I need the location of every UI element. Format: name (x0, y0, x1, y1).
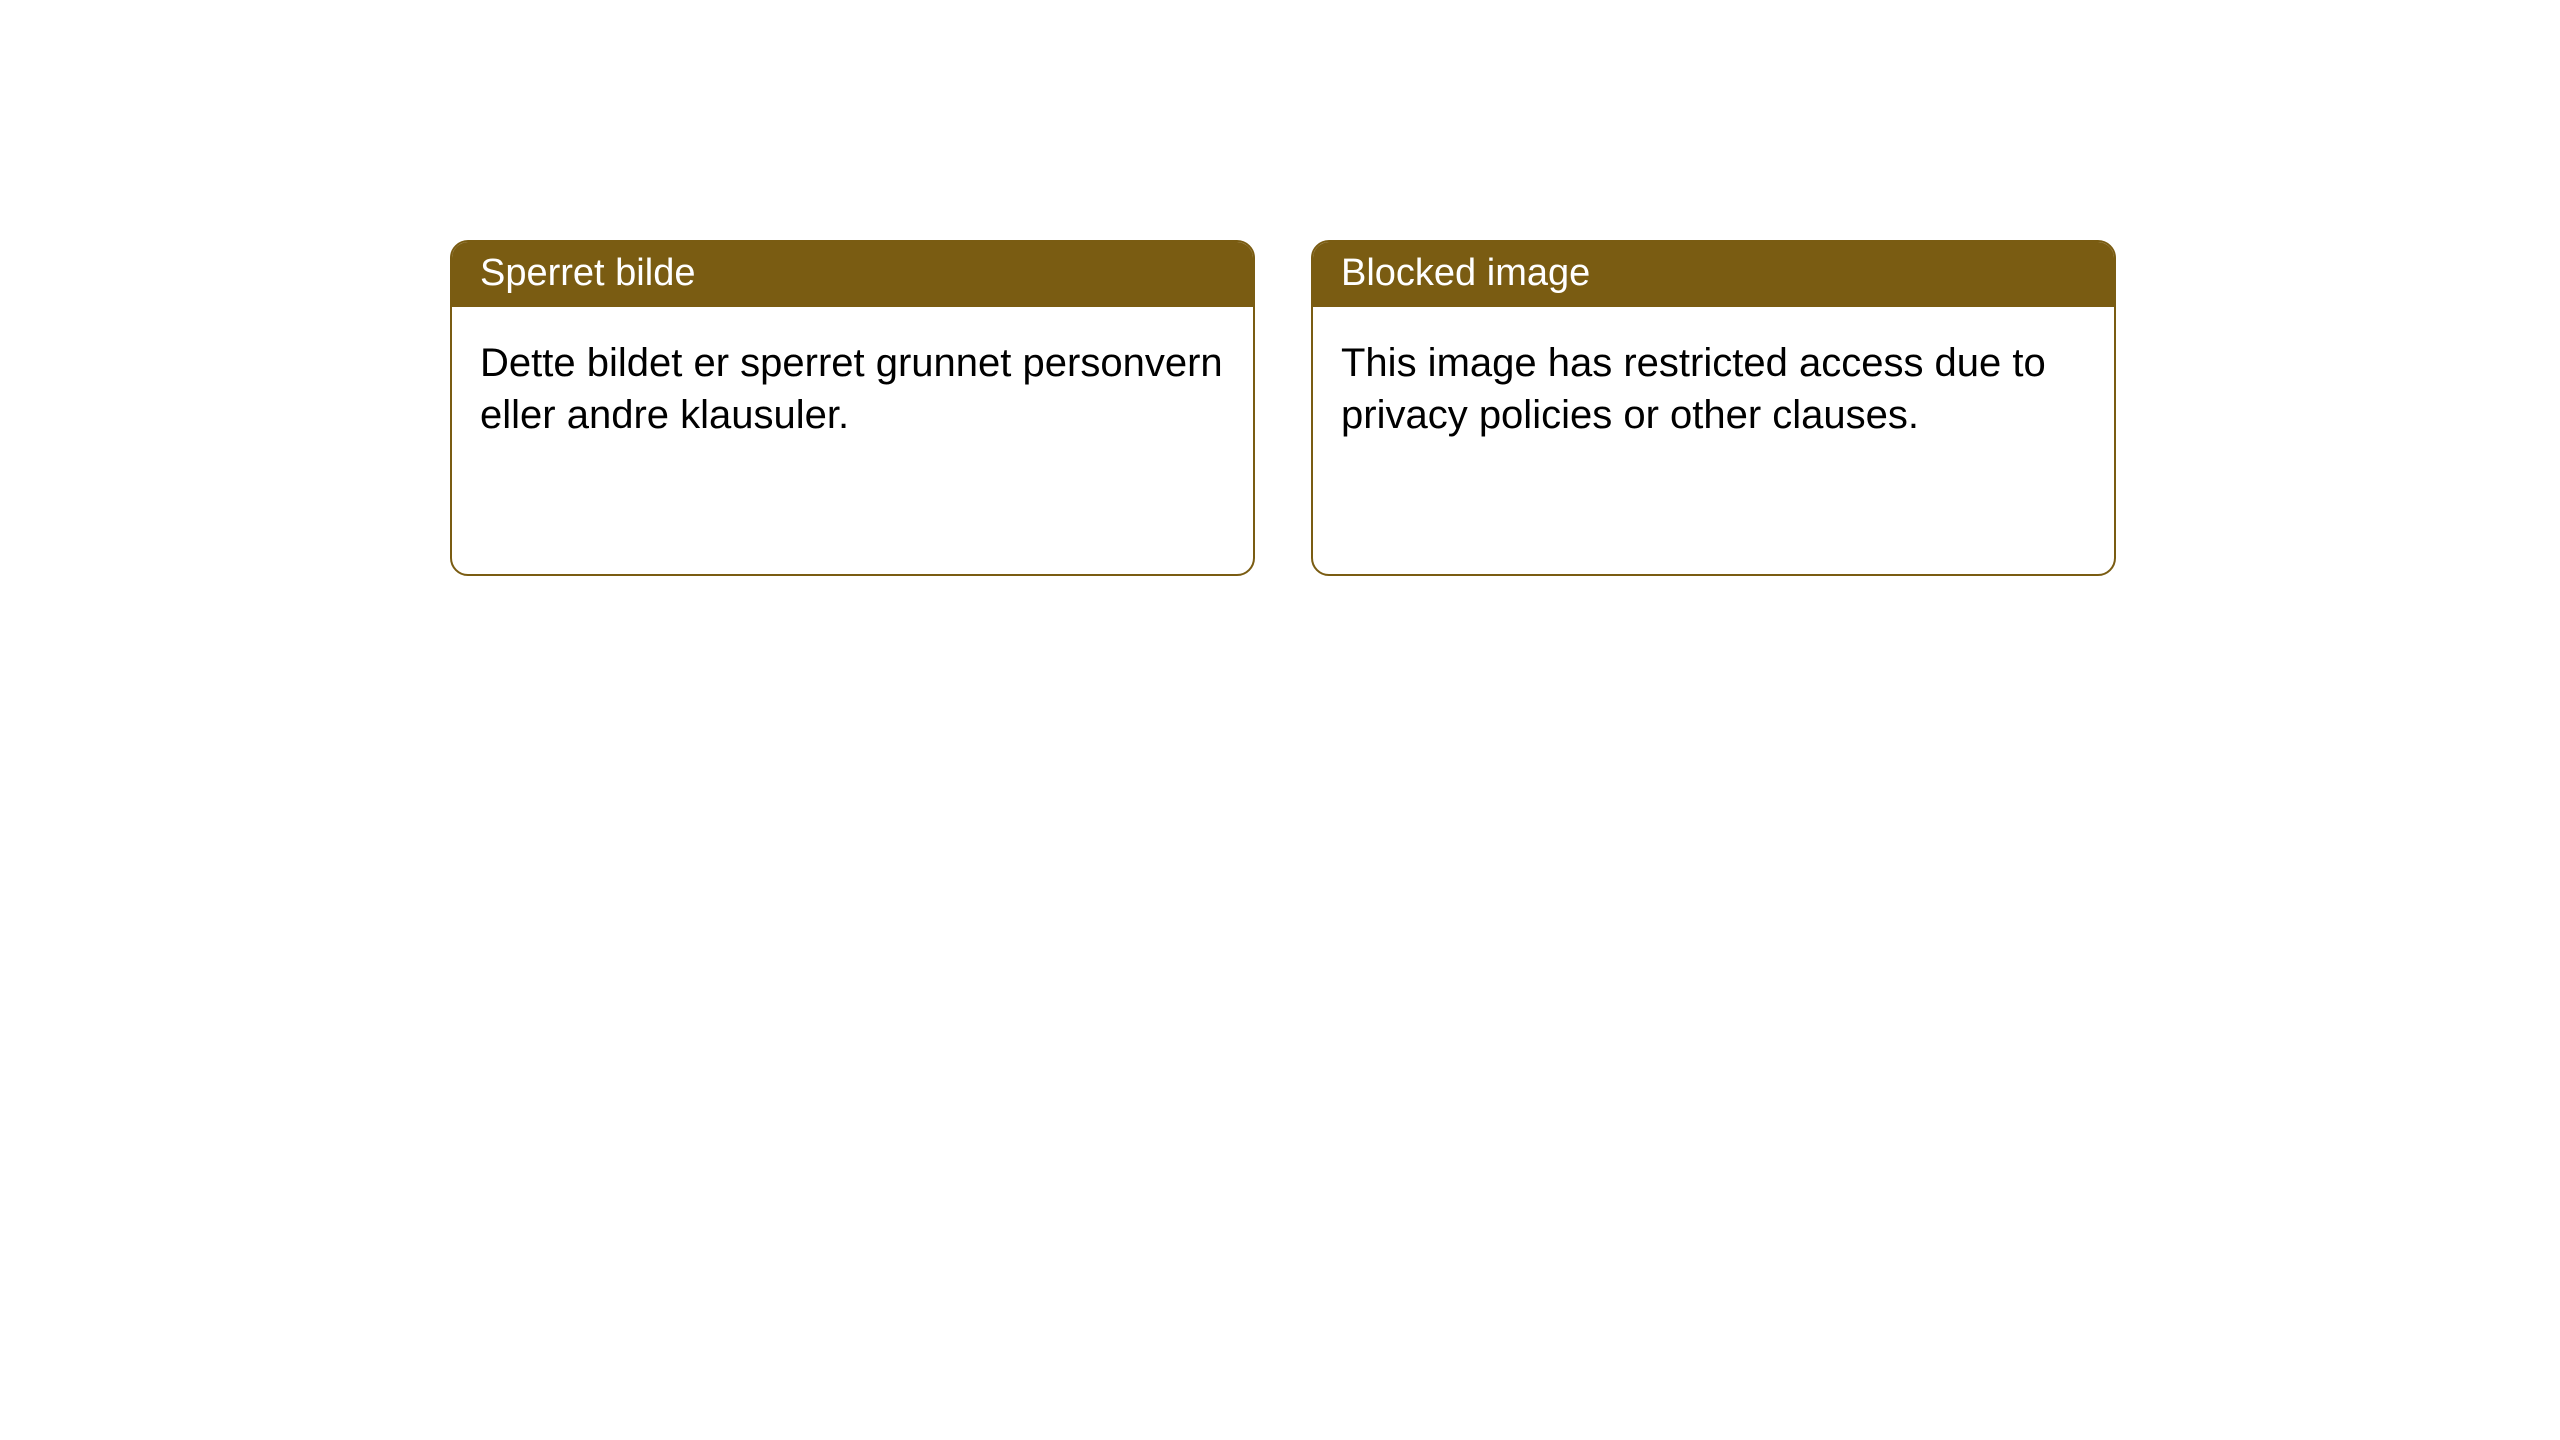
card-header-norwegian: Sperret bilde (452, 242, 1253, 307)
card-header-english: Blocked image (1313, 242, 2114, 307)
blocked-image-card-english: Blocked image This image has restricted … (1311, 240, 2116, 576)
blocked-image-card-norwegian: Sperret bilde Dette bildet er sperret gr… (450, 240, 1255, 576)
card-body-english: This image has restricted access due to … (1313, 307, 2114, 471)
notice-container: Sperret bilde Dette bildet er sperret gr… (0, 0, 2560, 576)
card-body-norwegian: Dette bildet er sperret grunnet personve… (452, 307, 1253, 471)
